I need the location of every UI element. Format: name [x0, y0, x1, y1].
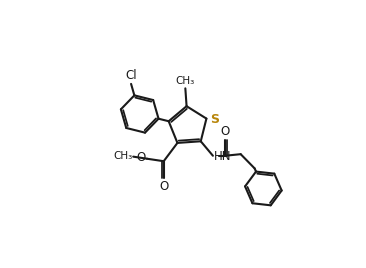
Text: O: O	[220, 125, 229, 138]
Text: HN: HN	[214, 150, 231, 163]
Text: O: O	[159, 180, 168, 193]
Text: Cl: Cl	[125, 69, 137, 82]
Text: O: O	[137, 151, 146, 164]
Text: CH₃: CH₃	[113, 151, 132, 161]
Text: S: S	[210, 113, 219, 126]
Text: CH₃: CH₃	[176, 76, 195, 86]
